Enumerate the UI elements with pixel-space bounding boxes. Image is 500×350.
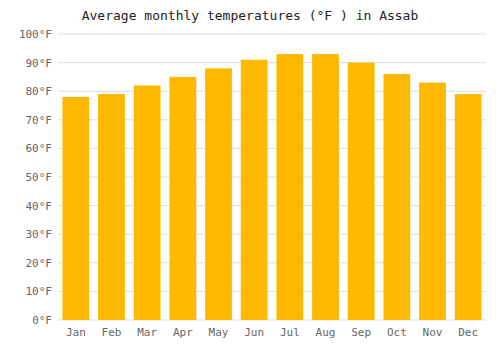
x-tick-label: May — [209, 326, 229, 339]
x-axis: Jan Feb Mar Apr May Jun Jul Aug Sep Oct Nov Dec — [66, 326, 478, 339]
y-tick-label: 50°F — [26, 171, 53, 184]
grid — [58, 34, 486, 320]
bar — [98, 94, 125, 320]
bar — [241, 60, 268, 320]
bar — [134, 85, 161, 320]
y-tick-label: 0°F — [32, 314, 52, 327]
grid-line — [58, 62, 486, 63]
chart: Average monthly temperatures (°F ) in As… — [0, 0, 500, 350]
x-tick-label: Jun — [244, 326, 264, 339]
x-tick-label: Jul — [280, 326, 300, 339]
bar — [348, 63, 375, 320]
title: Average monthly temperatures (°F ) in As… — [82, 8, 419, 23]
x-tick-label: Nov — [423, 326, 443, 339]
bar — [419, 83, 446, 320]
y-tick-label: 10°F — [26, 285, 53, 298]
x-tick-label: Dec — [458, 326, 478, 339]
y-tick-label: 100°F — [19, 28, 52, 41]
bars — [62, 54, 481, 320]
bar — [383, 74, 410, 320]
x-tick-label: Feb — [102, 326, 122, 339]
bar — [62, 97, 89, 320]
grid-line — [58, 34, 486, 35]
page: {"chart_data": {"type": "bar", "title": … — [0, 0, 500, 350]
x-tick-label: Apr — [173, 326, 193, 339]
y-tick-label: 80°F — [26, 85, 53, 98]
bar — [455, 94, 482, 320]
y-tick-label: 40°F — [26, 200, 53, 213]
y-tick-label: 60°F — [26, 142, 53, 155]
y-tick-label: 30°F — [26, 228, 53, 241]
y-axis: 0°F 10°F 20°F 30°F 40°F 50°F 60°F 70°F 80°F 90°F 1… — [19, 28, 52, 327]
x-tick-label: Sep — [351, 326, 371, 339]
y-tick-label: 70°F — [26, 114, 53, 127]
x-tick-label: Aug — [316, 326, 336, 339]
bar — [276, 54, 303, 320]
x-tick-label: Mar — [137, 326, 157, 339]
bar — [169, 77, 196, 320]
x-tick-label: Oct — [387, 326, 407, 339]
x-tick-label: Jan — [66, 326, 86, 339]
y-tick-label: 20°F — [26, 257, 53, 270]
bar — [312, 54, 339, 320]
bar — [205, 68, 232, 320]
y-tick-label: 90°F — [26, 57, 53, 70]
